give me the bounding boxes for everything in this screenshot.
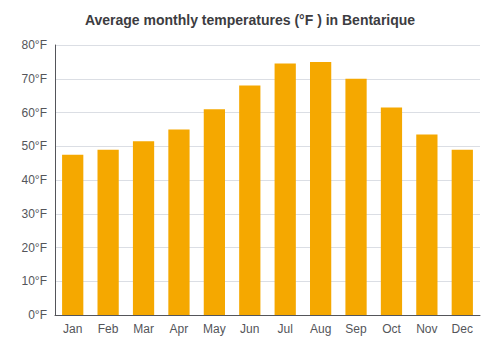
svg-text:May: May: [203, 322, 226, 336]
svg-text:20°F: 20°F: [22, 241, 47, 255]
svg-text:Apr: Apr: [170, 322, 189, 336]
svg-text:Average monthly temperatures (: Average monthly temperatures (°F ) in Be…: [85, 12, 415, 28]
svg-text:Jun: Jun: [240, 322, 259, 336]
svg-text:Aug: Aug: [310, 322, 331, 336]
svg-text:10°F: 10°F: [22, 274, 47, 288]
svg-text:Oct: Oct: [382, 322, 401, 336]
svg-text:0°F: 0°F: [28, 308, 47, 322]
svg-text:Mar: Mar: [133, 322, 154, 336]
svg-text:Feb: Feb: [98, 322, 119, 336]
svg-text:70°F: 70°F: [22, 72, 47, 86]
svg-text:30°F: 30°F: [22, 207, 47, 221]
svg-text:Dec: Dec: [452, 322, 473, 336]
svg-text:60°F: 60°F: [22, 106, 47, 120]
svg-text:40°F: 40°F: [22, 173, 47, 187]
svg-text:50°F: 50°F: [22, 139, 47, 153]
svg-text:Jan: Jan: [63, 322, 82, 336]
svg-text:Nov: Nov: [416, 322, 437, 336]
svg-text:80°F: 80°F: [22, 38, 47, 52]
svg-text:Jul: Jul: [278, 322, 293, 336]
svg-text:Sep: Sep: [345, 322, 367, 336]
